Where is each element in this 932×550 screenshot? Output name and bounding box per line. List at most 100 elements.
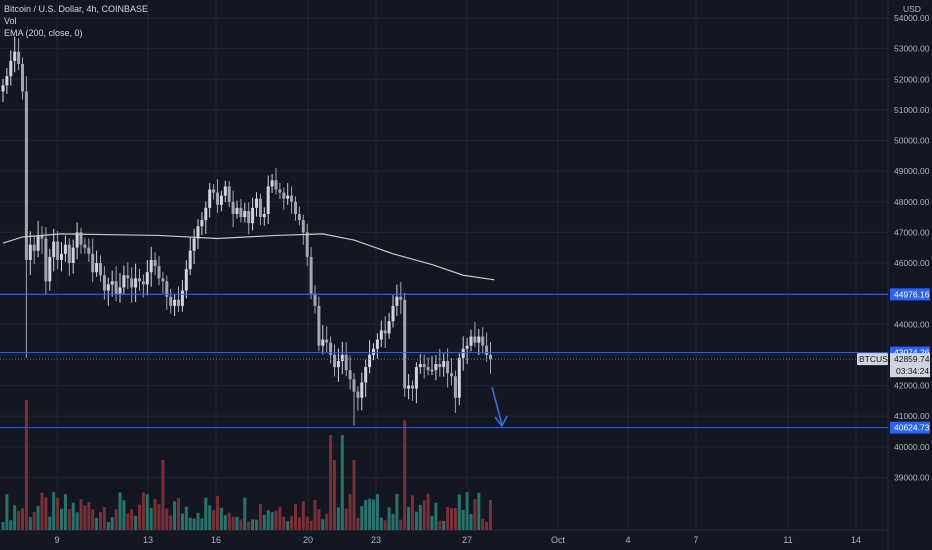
volume-bar bbox=[75, 512, 79, 530]
volume-bar bbox=[251, 519, 255, 530]
candle-body bbox=[301, 220, 305, 233]
volume-bar bbox=[122, 500, 126, 530]
volume-bar bbox=[434, 502, 438, 530]
candle-body bbox=[438, 364, 442, 368]
volume-bar bbox=[469, 513, 473, 530]
candle-body bbox=[196, 226, 200, 239]
volume-bar bbox=[457, 494, 461, 530]
volume-bar bbox=[91, 509, 95, 530]
volume-bar bbox=[255, 519, 258, 530]
candle-body bbox=[21, 63, 24, 92]
volume-bar bbox=[32, 512, 36, 530]
candle-body bbox=[317, 305, 321, 346]
candle-body bbox=[180, 290, 184, 306]
candle-body bbox=[141, 281, 145, 285]
candle-body bbox=[44, 238, 48, 282]
candle-body bbox=[157, 266, 161, 279]
volume-bar bbox=[216, 495, 219, 530]
candle-body bbox=[290, 195, 294, 202]
candle-body bbox=[294, 201, 297, 214]
volume-bar bbox=[157, 504, 161, 530]
candle-body bbox=[450, 373, 453, 377]
candle-body bbox=[274, 180, 278, 190]
x-tick-label: 11 bbox=[783, 535, 792, 545]
ema-200-line bbox=[2, 233, 495, 281]
candle-body bbox=[375, 339, 379, 349]
candle-body bbox=[379, 330, 383, 340]
candle-body bbox=[266, 186, 270, 214]
candle-body bbox=[430, 370, 434, 372]
x-tick-label: 27 bbox=[462, 535, 472, 545]
volume-bar bbox=[266, 510, 270, 530]
x-tick-label: 7 bbox=[693, 535, 698, 545]
x-tick-label: 20 bbox=[303, 535, 313, 545]
y-tick-label: 54000.00 bbox=[894, 13, 930, 23]
candle-body bbox=[216, 192, 219, 205]
candle-body bbox=[13, 51, 17, 61]
candle-body bbox=[461, 348, 465, 358]
volume-bar bbox=[372, 499, 375, 530]
candle-body bbox=[24, 91, 28, 260]
candle-body bbox=[91, 253, 95, 273]
volume-bar bbox=[278, 506, 282, 530]
volume-bar bbox=[297, 517, 301, 530]
volume-bar bbox=[321, 519, 325, 530]
volume-bar bbox=[223, 515, 227, 530]
x-tick-label: 9 bbox=[54, 535, 59, 545]
volume-bar bbox=[340, 435, 344, 530]
annotation-arrowhead bbox=[494, 415, 508, 428]
candle-body bbox=[106, 284, 110, 291]
x-tick-label: 13 bbox=[143, 535, 153, 545]
volume-bar bbox=[141, 492, 145, 530]
volume-bar bbox=[282, 516, 286, 530]
candle-body bbox=[477, 336, 481, 343]
candle-body bbox=[297, 214, 301, 221]
candle-body bbox=[5, 76, 9, 86]
volume-bar bbox=[235, 516, 239, 530]
candle-body bbox=[282, 192, 286, 199]
candle-body bbox=[36, 235, 40, 251]
y-tick-label: 47000.00 bbox=[894, 227, 930, 237]
candle-body bbox=[200, 220, 204, 227]
volume-bar bbox=[212, 509, 216, 530]
candle-body bbox=[469, 336, 473, 346]
candle-body bbox=[453, 376, 457, 398]
y-tick-label: 48000.00 bbox=[894, 197, 930, 207]
volume-bar bbox=[301, 501, 305, 530]
candle-body bbox=[95, 263, 99, 273]
candle-body bbox=[262, 214, 266, 218]
candle-body bbox=[212, 189, 216, 193]
volume-bar bbox=[364, 499, 368, 530]
candle-body bbox=[32, 244, 36, 251]
volume-bar bbox=[204, 497, 208, 530]
candle-body bbox=[255, 198, 258, 208]
y-tick-label: 51000.00 bbox=[894, 105, 930, 115]
candle-body bbox=[489, 354, 492, 360]
level-price-label: 40624.73 bbox=[894, 423, 930, 433]
candle-body bbox=[83, 244, 87, 248]
candle-body bbox=[387, 321, 391, 334]
volume-bar bbox=[375, 494, 379, 530]
candle-body bbox=[1, 85, 5, 92]
candle-body bbox=[48, 256, 52, 282]
candle-body bbox=[165, 281, 169, 297]
volume-bar bbox=[21, 508, 24, 530]
candle-body bbox=[188, 250, 192, 270]
volume-bar bbox=[446, 507, 450, 530]
volume-bar bbox=[430, 515, 434, 530]
candle-body bbox=[457, 357, 461, 398]
volume-bar bbox=[169, 515, 173, 530]
volume-bar bbox=[99, 512, 102, 530]
candle-body bbox=[348, 370, 352, 380]
chart-legend: Bitcoin / U.S. Dollar, 4h, COINBASE Vol … bbox=[4, 3, 148, 39]
candle-body bbox=[411, 385, 414, 389]
candle-body bbox=[481, 336, 485, 346]
candle-body bbox=[403, 299, 407, 389]
candle-body bbox=[99, 263, 102, 276]
volume-bar bbox=[239, 519, 243, 530]
candle-body bbox=[356, 391, 360, 398]
volume-bar bbox=[184, 506, 188, 530]
candle-body bbox=[204, 207, 208, 221]
candle-body bbox=[192, 238, 196, 251]
